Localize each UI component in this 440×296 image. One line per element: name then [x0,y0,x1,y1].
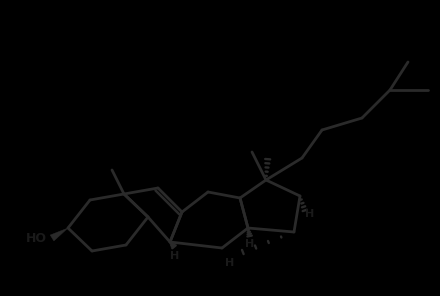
Text: HO: HO [26,231,47,244]
Text: H: H [225,258,235,268]
Text: H: H [170,251,180,261]
Text: H: H [305,209,315,219]
Text: H: H [246,239,255,249]
Polygon shape [50,228,68,241]
